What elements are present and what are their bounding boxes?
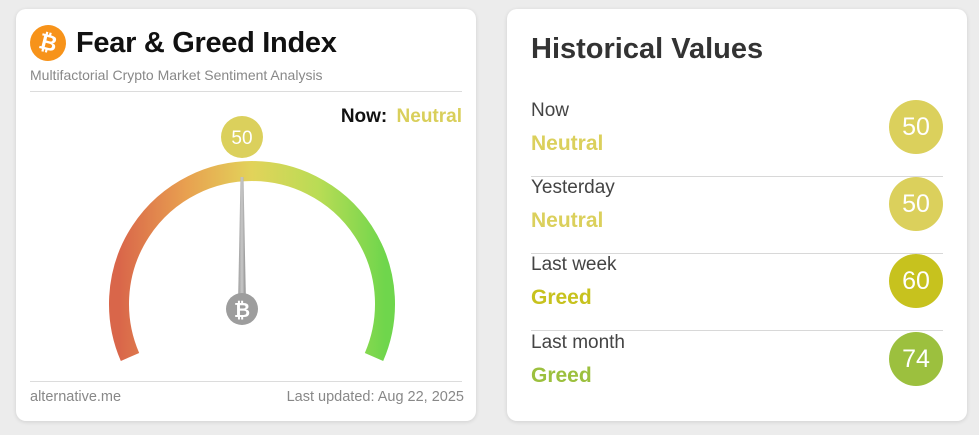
period-label: Yesterday [531, 177, 615, 198]
now-status: Now: Neutral [341, 106, 462, 128]
value-bubble: 74 [889, 332, 943, 386]
divider [531, 176, 943, 177]
sentiment-label: Greed [531, 364, 592, 387]
last-updated: Last updated: Aug 22, 2025 [286, 389, 464, 405]
sentiment-gauge: ₿ 50 [109, 116, 395, 361]
divider [531, 253, 943, 254]
value-bubble: 60 [889, 254, 943, 308]
gauge-value: 50 [231, 128, 252, 149]
value-bubble: 50 [889, 100, 943, 154]
period-label: Last month [531, 332, 625, 353]
divider [30, 91, 462, 92]
gauge-needle [238, 177, 246, 307]
sentiment-label: Neutral [531, 132, 604, 155]
fear-greed-title: Fear & Greed Index [76, 26, 337, 59]
needle-hub-bitcoin-icon: ₿ [234, 298, 250, 322]
historical-values-card: Historical Values Now Neutral 50 Yesterd… [507, 9, 967, 421]
divider [30, 381, 462, 382]
fear-greed-card: ₿ Fear & Greed Index Multifactorial Cryp… [16, 9, 476, 421]
value-bubble [221, 116, 263, 158]
now-value: Neutral [396, 106, 462, 127]
period-label: Last week [531, 254, 617, 275]
history-row-now: Now Neutral 50 [531, 100, 943, 177]
sentiment-label: Neutral [531, 209, 604, 232]
history-row-yesterday: Yesterday Neutral 50 [531, 177, 943, 254]
bitcoin-icon: ₿ [26, 21, 70, 65]
value-bubble: 50 [889, 177, 943, 231]
gauge-arc [109, 161, 395, 361]
divider [531, 330, 943, 331]
history-row-last-month: Last month Greed 74 [531, 332, 943, 409]
sentiment-label: Greed [531, 286, 592, 309]
history-row-last-week: Last week Greed 60 [531, 254, 943, 331]
fear-greed-subtitle: Multifactorial Crypto Market Sentiment A… [30, 67, 323, 83]
source-link[interactable]: alternative.me [30, 389, 122, 405]
period-label: Now [531, 100, 570, 121]
historical-title: Historical Values [531, 33, 764, 65]
now-label: Now: [340, 106, 388, 127]
needle-hub [226, 293, 258, 325]
fear-greed-header: ₿ Fear & Greed Index [26, 21, 337, 65]
